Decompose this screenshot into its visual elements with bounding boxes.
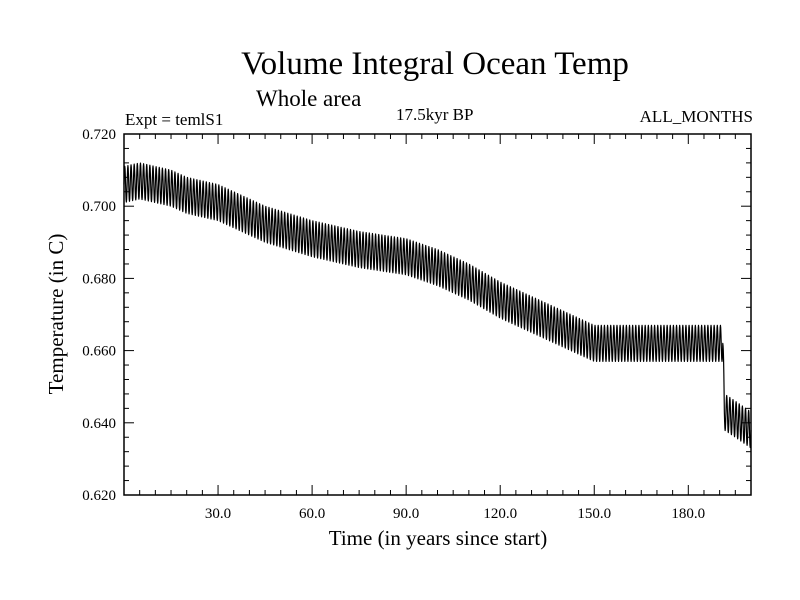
y-tick-label: 0.660: [82, 344, 116, 360]
labels-layer: 30.0 60.0 90.0 120.0 150.0 180.0 0.620 0.640 0.6…: [82, 127, 705, 522]
x-tick-label: 90.0: [393, 506, 419, 522]
ticks-layer: [124, 134, 751, 495]
x-axis-label: Time (in years since start): [329, 526, 548, 550]
x-tick-label: 150.0: [577, 506, 611, 522]
period-label: 17.5kyr BP: [396, 105, 474, 124]
y-tick-label: 0.720: [82, 127, 116, 143]
y-tick-label: 0.700: [82, 199, 116, 215]
x-tick-label: 180.0: [671, 506, 705, 522]
series-line: [123, 162, 752, 449]
x-tick-label: 120.0: [483, 506, 517, 522]
chart-title: Volume Integral Ocean Temp: [241, 46, 629, 82]
plot-frame: [123, 133, 752, 496]
chart-subtitle: Whole area: [256, 86, 362, 111]
y-tick-label: 0.680: [82, 271, 116, 287]
y-tick-label: 0.640: [82, 416, 116, 432]
y-axis-label: Temperature (in C): [44, 234, 68, 395]
series-layer: [123, 162, 752, 449]
months-label: ALL_MONTHS: [639, 107, 753, 126]
y-tick-label: 0.620: [82, 488, 116, 504]
experiment-label: Expt = temlS1: [125, 110, 224, 129]
x-tick-label: 60.0: [299, 506, 325, 522]
x-tick-label: 30.0: [205, 506, 231, 522]
